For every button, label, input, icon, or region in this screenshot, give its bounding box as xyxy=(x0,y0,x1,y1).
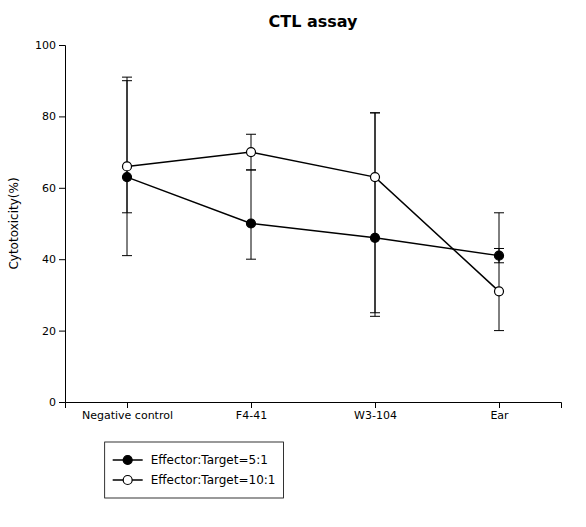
y-tick-mark xyxy=(59,45,65,46)
x-tick: W3-104 xyxy=(354,402,397,422)
y-tick: 40 xyxy=(42,253,65,266)
y-tick: 60 xyxy=(42,182,65,195)
error-bar xyxy=(246,134,256,170)
legend-label: Effector:Target=10:1 xyxy=(151,473,276,487)
legend-label: Effector:Target=5:1 xyxy=(151,453,268,467)
error-bar xyxy=(246,170,256,259)
marks xyxy=(122,77,504,330)
error-bar xyxy=(370,113,380,313)
error-bar xyxy=(122,77,132,213)
x-tick-mark xyxy=(127,402,128,408)
x-tick-label: W3-104 xyxy=(354,409,397,422)
y-tick: 20 xyxy=(42,325,65,338)
x-tick-mark xyxy=(251,402,252,408)
y-axis-line xyxy=(59,46,66,403)
plot-area: 0 20 40 60 80 100 Negative control F4-41 W3-104 E… xyxy=(35,39,562,422)
x-tick: F4-41 xyxy=(236,402,267,422)
marker xyxy=(495,287,504,296)
y-tick-label: 20 xyxy=(42,325,56,338)
line xyxy=(127,177,499,256)
y-tick-mark xyxy=(59,259,65,260)
y-axis-title: Cytotoxicity(%) xyxy=(7,177,21,269)
x-tick-label: Negative control xyxy=(82,409,173,422)
legend-marker xyxy=(123,456,132,465)
y-tick-label: 100 xyxy=(35,39,56,52)
y-tick-mark xyxy=(59,331,65,332)
marker xyxy=(371,173,380,182)
y-tick-mark xyxy=(59,402,65,403)
marker xyxy=(247,219,256,228)
x-tick-label: Ear xyxy=(490,409,509,422)
legend: Effector:Target=5:1 Effector:Target=10:1 xyxy=(105,442,284,498)
series xyxy=(122,77,504,330)
series xyxy=(122,81,504,317)
legend-item: Effector:Target=5:1 xyxy=(113,453,268,467)
line xyxy=(127,152,499,291)
x-tick-mark xyxy=(499,402,500,408)
marker xyxy=(123,162,132,171)
marker xyxy=(247,148,256,157)
error-bar xyxy=(370,113,380,316)
y-tick: 0 xyxy=(49,396,65,409)
legend-item: Effector:Target=10:1 xyxy=(113,473,276,487)
title: CTL assay xyxy=(269,12,359,31)
x-tick: Negative control xyxy=(82,402,173,422)
y-axis: 0 20 40 60 80 100 xyxy=(35,39,66,409)
x-tick-mark xyxy=(375,402,376,408)
x-tick: Ear xyxy=(490,402,509,422)
chart: 0 20 40 60 80 100 Negative control F4-41 W3-104 E… xyxy=(0,0,586,527)
y-tick: 100 xyxy=(35,39,65,52)
error-bar xyxy=(494,213,504,331)
y-tick-label: 80 xyxy=(42,110,56,123)
y-tick-mark xyxy=(59,188,65,189)
y-tick-label: 60 xyxy=(42,182,56,195)
x-axis: Negative control F4-41 W3-104 Ear xyxy=(66,402,562,422)
legend-marker xyxy=(123,476,132,485)
x-axis-line xyxy=(66,403,562,409)
legend-box xyxy=(105,442,284,498)
y-tick-mark xyxy=(59,116,65,117)
y-tick-label: 40 xyxy=(42,253,56,266)
y-tick: 80 xyxy=(42,110,65,123)
y-tick-label: 0 xyxy=(49,396,56,409)
x-tick-label: F4-41 xyxy=(236,409,267,422)
